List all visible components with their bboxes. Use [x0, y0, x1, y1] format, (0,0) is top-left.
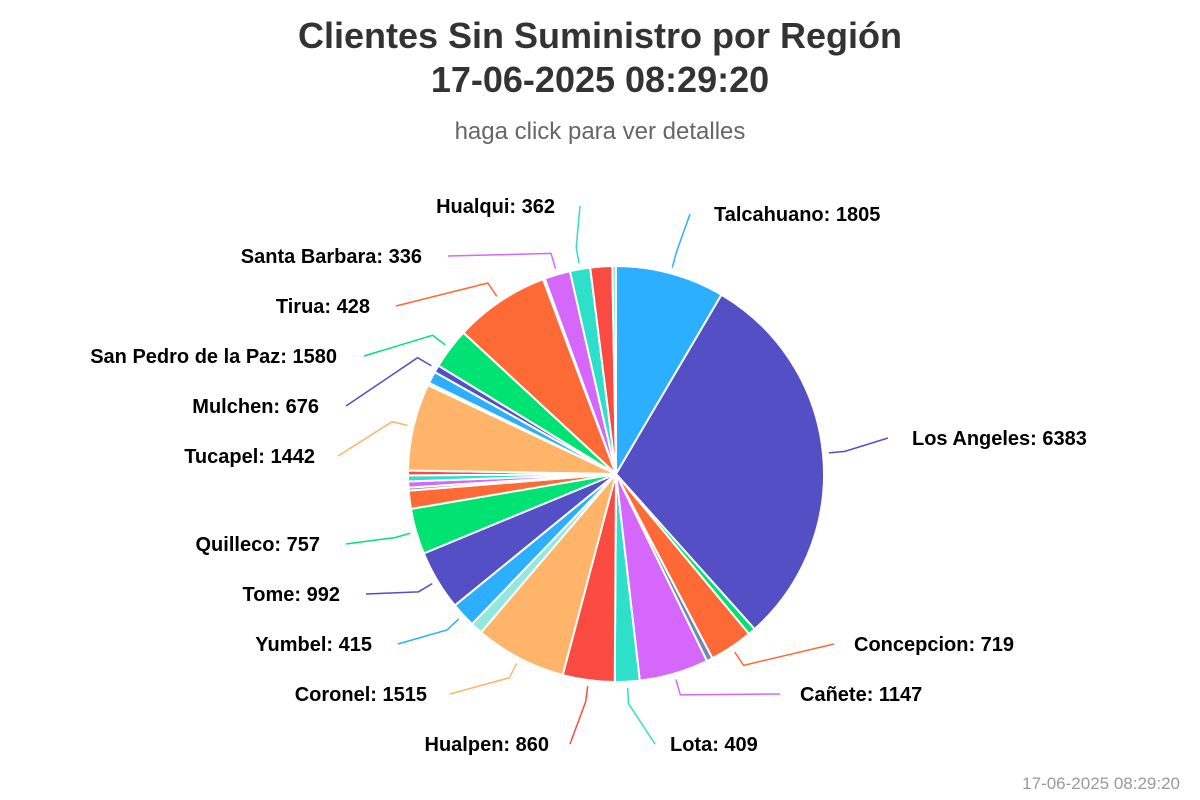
data-label-hualpen: Hualpen: 860	[425, 734, 549, 756]
data-label-hualqui: Hualqui: 362	[436, 196, 555, 218]
data-label-talcahuano: Talcahuano: 1805	[714, 204, 880, 226]
data-label-concepcion: Concepcion: 719	[854, 634, 1014, 656]
data-label-mulchen: Mulchen: 676	[192, 396, 319, 418]
data-label-coronel: Coronel: 1515	[295, 684, 427, 706]
data-label-los-angeles: Los Angeles: 6383	[912, 428, 1087, 450]
connector-lota	[626, 687, 656, 745]
connector-tome	[365, 582, 433, 595]
connector-mulchen	[345, 356, 432, 407]
chart-title-line2: 17-06-2025 08:29:20	[430, 59, 770, 100]
chart-title: Clientes Sin Suministro por Región 17-06…	[0, 14, 1200, 102]
pie-slice-28[interactable]	[611, 264, 617, 475]
data-label-santa-barbara: Santa Barbara: 336	[241, 246, 422, 268]
connector-hualpen	[569, 686, 589, 745]
data-label-tucapel: Tucapel: 1442	[184, 446, 315, 468]
connector-tucapel	[337, 420, 408, 457]
connector-san-pedro-de-la-paz	[363, 334, 446, 357]
connector-santa-barbara	[447, 252, 557, 269]
connector-tirua	[395, 282, 498, 307]
timestamp: 17-06-2025 08:29:20	[1022, 774, 1180, 793]
data-label-canete: Cañete: 1147	[800, 684, 922, 706]
connector-talcahuano	[671, 213, 691, 268]
data-label-quilleco: Quilleco: 757	[196, 534, 321, 556]
label-connectors	[337, 205, 889, 745]
connector-hualqui	[575, 205, 581, 264]
pie-slice-talcahuano[interactable]	[615, 264, 723, 478]
pie-slice-tirua[interactable]	[461, 277, 617, 475]
connector-los-angeles	[828, 437, 889, 454]
pie-slices	[406, 264, 825, 684]
connector-quilleco	[345, 532, 411, 545]
data-label-lota: Lota: 409	[670, 734, 758, 756]
connector-concepcion	[734, 643, 835, 667]
slice-labels: Talcahuano: 1805 Los Angeles: 6383 Concepc…	[90, 196, 1087, 756]
data-label-yumbel: Yumbel: 415	[255, 634, 372, 656]
pie-slice-los-angeles[interactable]	[614, 293, 825, 631]
connector-canete	[675, 679, 781, 696]
data-label-san-pedro-de-la-paz: San Pedro de la Paz: 1580	[90, 346, 337, 368]
connector-yumbel	[397, 618, 460, 645]
data-label-tome: Tome: 992	[243, 584, 340, 606]
data-label-tirua: Tirua: 428	[276, 296, 370, 318]
chart-subtitle: haga click para ver detalles	[454, 118, 746, 145]
chart-title-line1: Clientes Sin Suministro por Región	[297, 15, 903, 56]
connector-coronel	[449, 663, 518, 695]
